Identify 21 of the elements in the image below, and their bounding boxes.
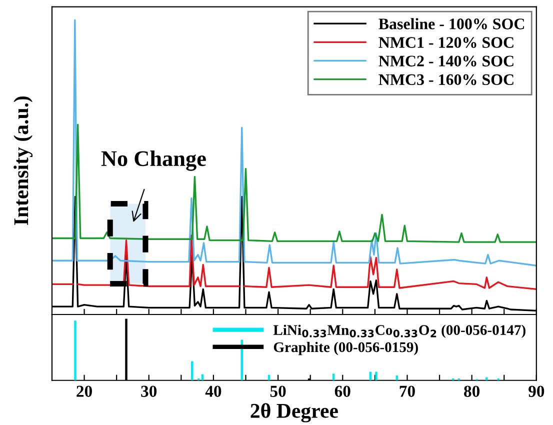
x-axis-title: 2θ Degree [250, 403, 338, 422]
legend-label: NMC3 - 160% SOC [378, 74, 514, 86]
annotation: No Change [101, 150, 206, 171]
bar [74, 320, 76, 380]
legend-label: NMC2 - 140% SOC [378, 56, 514, 67]
bar [375, 372, 378, 380]
legend-label: Graphite (00-056-0159) [274, 342, 418, 356]
x-tick-label: 90 [528, 386, 544, 397]
x-tick-label: 40 [205, 386, 222, 397]
x-tick-label: 20 [76, 386, 92, 397]
bar [240, 340, 244, 380]
y-axis-title: Intensity (a.u.) [14, 96, 33, 226]
x-tick-label: 50 [270, 386, 286, 397]
x-tick-label: 60 [334, 386, 350, 397]
x-tick-label: 70 [400, 386, 415, 397]
x-tick-label: 80 [464, 386, 480, 397]
bar [191, 361, 194, 380]
legend-label: NMC1 - 120% SOC [378, 37, 514, 48]
x-tick-label: 30 [141, 386, 157, 397]
text: LiNi$_{0.33}$Mn$_{0.33}$Co$_{0.33}$O$_{2}$ (00-056-0147) [273, 324, 526, 338]
legend-label: Baseline - 100% SOC [378, 18, 524, 30]
